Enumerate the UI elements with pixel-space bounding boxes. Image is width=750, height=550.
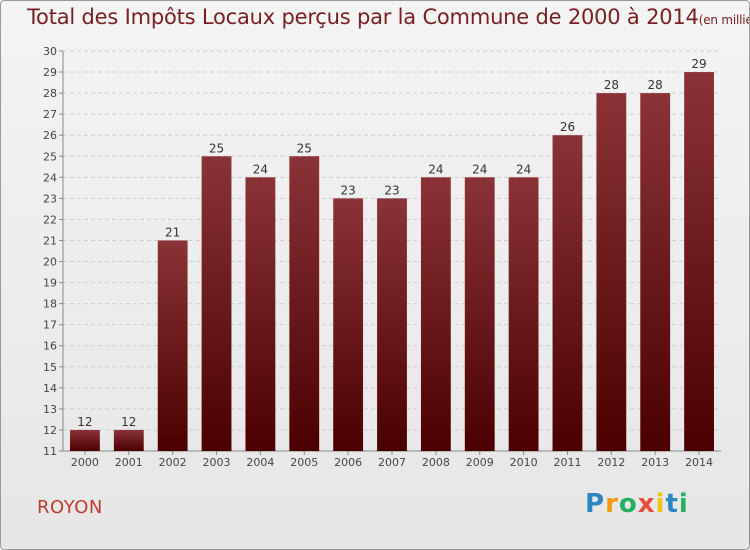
commune-name: ROYON — [37, 497, 103, 518]
bar — [289, 156, 320, 451]
bar — [245, 177, 276, 451]
x-tick-label: 2003 — [203, 456, 231, 469]
x-tick-label: 2008 — [422, 456, 450, 469]
logo-letter: x — [637, 489, 656, 519]
y-tick-label: 27 — [43, 108, 57, 121]
x-tick-label: 2001 — [115, 456, 143, 469]
bar — [157, 240, 188, 451]
bar-value-label: 12 — [121, 415, 136, 429]
bar-value-label: 24 — [516, 162, 531, 176]
x-tick-label: 2000 — [71, 456, 99, 469]
bar — [70, 429, 100, 451]
bar — [684, 72, 714, 451]
y-tick-label: 19 — [43, 277, 57, 290]
bars — [70, 72, 714, 452]
bar — [464, 177, 495, 451]
labels: 12 12 21 25 24 25 23 23 24 24 24 26 28 28 29 — [77, 57, 706, 429]
y-tick-label: 23 — [43, 192, 57, 205]
bar-value-label: 25 — [209, 141, 224, 155]
x-tick-label: 2006 — [334, 456, 362, 469]
proxiti-logo: Proxiti — [585, 489, 689, 519]
x-tick-label: 2009 — [466, 456, 494, 469]
chart-title: Total des Impôts Locaux perçus par la Co… — [27, 5, 749, 29]
y-tick-label: 22 — [43, 213, 57, 226]
x-tick-label: 2013 — [641, 456, 669, 469]
bar — [596, 93, 627, 452]
bar-value-label: 26 — [560, 120, 575, 134]
y-tick-label: 17 — [43, 319, 57, 332]
x-tick-label: 2005 — [290, 456, 318, 469]
x-tick-label: 2014 — [685, 456, 713, 469]
bar-value-label: 25 — [297, 141, 312, 155]
y-tick-label: 29 — [43, 66, 57, 79]
bar — [377, 198, 407, 451]
y-tick-label: 18 — [43, 298, 57, 311]
bar-value-label: 23 — [340, 183, 355, 197]
bar — [113, 429, 144, 451]
x-tick-label: 2012 — [597, 456, 625, 469]
chart-title-text: Total des Impôts Locaux perçus par la Co… — [27, 5, 699, 29]
y-tick-label: 21 — [43, 234, 57, 247]
bar-value-label: 24 — [428, 162, 443, 176]
y-tick-label: 30 — [43, 45, 57, 58]
x-tick-label: 2002 — [159, 456, 187, 469]
y-tick-label: 11 — [43, 445, 57, 458]
y-tick-label: 15 — [43, 361, 57, 374]
y-tick-label: 25 — [43, 150, 57, 163]
logo-letter: o — [618, 489, 638, 519]
y-tick-label: 14 — [43, 382, 57, 395]
bar-value-label: 21 — [165, 225, 180, 239]
logo-letter: r — [605, 489, 619, 519]
bar — [333, 198, 364, 451]
x-tick-label: 2007 — [378, 456, 406, 469]
bar-value-label: 24 — [472, 162, 487, 176]
bar — [420, 177, 451, 451]
bar-value-label: 23 — [384, 183, 399, 197]
logo-letter: t — [665, 489, 679, 519]
bar — [552, 135, 583, 452]
bar-value-label: 24 — [253, 162, 268, 176]
bar — [640, 93, 671, 452]
logo-letter: P — [585, 489, 606, 519]
bar-value-label: 12 — [77, 415, 92, 429]
x-tick-label: 2010 — [510, 456, 538, 469]
bar-value-label: 28 — [604, 78, 619, 92]
y-tick-label: 28 — [43, 87, 57, 100]
x-tick-label: 2004 — [246, 456, 274, 469]
logo-letter: i — [655, 489, 666, 519]
y-tick-label: 13 — [43, 403, 57, 416]
x-tick-label: 2011 — [553, 456, 581, 469]
y-tick-label: 16 — [43, 340, 57, 353]
y-tick-label: 26 — [43, 129, 57, 142]
bar-value-label: 28 — [648, 78, 663, 92]
logo-letter: i — [678, 489, 689, 519]
y-tick-label: 20 — [43, 256, 57, 269]
bar — [508, 177, 539, 451]
chart-unit: (en milliers d'€) — [698, 13, 749, 27]
y-tick-label: 24 — [43, 171, 57, 184]
bar-value-label: 29 — [691, 57, 706, 71]
bar — [201, 156, 232, 451]
y-tick-label: 12 — [43, 424, 57, 437]
